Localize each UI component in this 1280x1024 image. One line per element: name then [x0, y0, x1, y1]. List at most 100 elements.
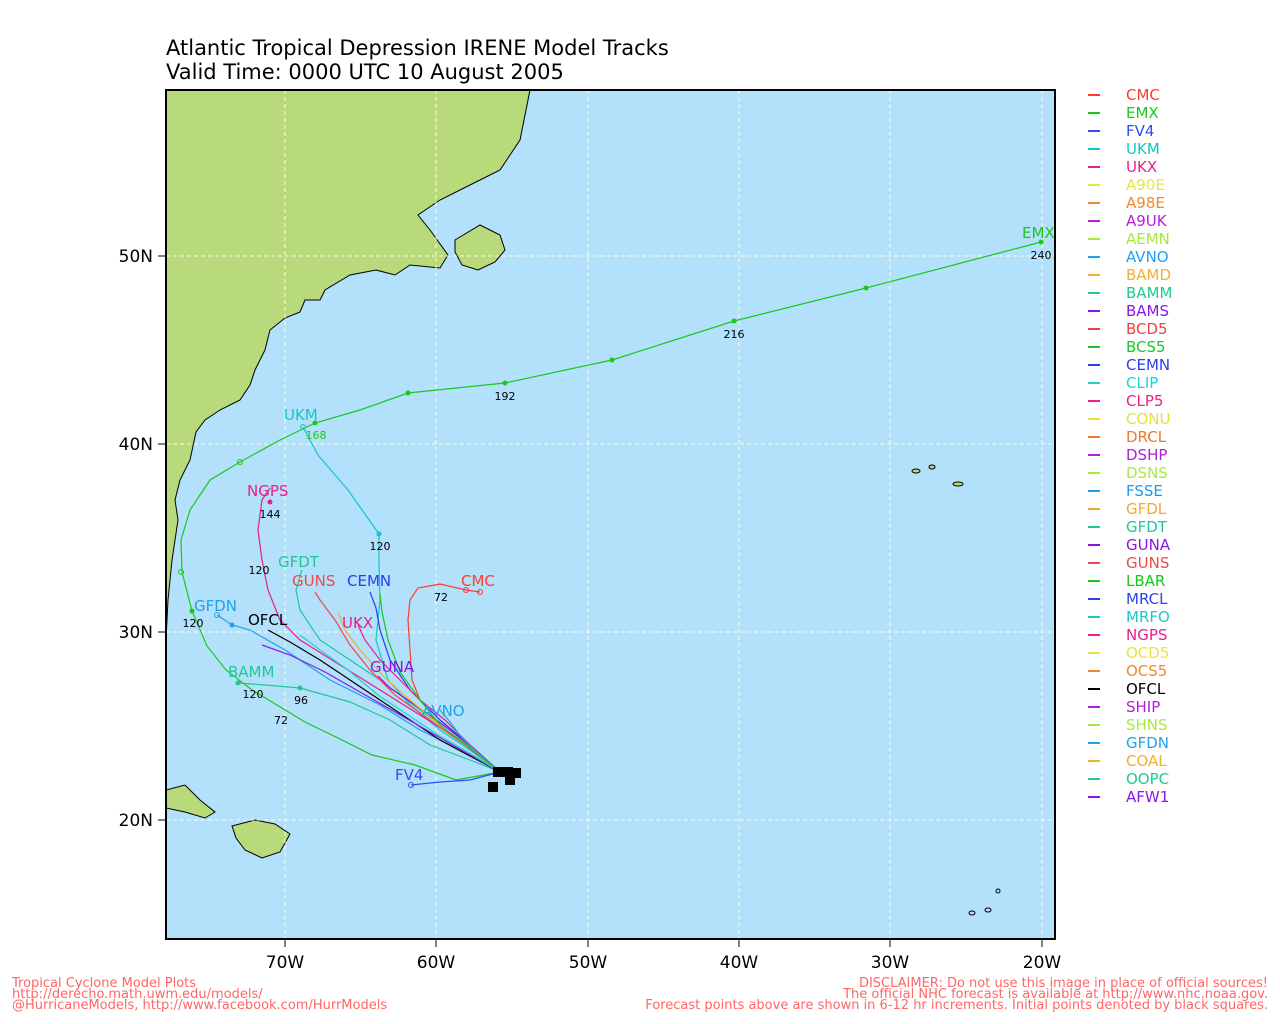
footer-right: DISCLAIMER: Do not use this image in pla… [645, 976, 1268, 1012]
track-bamm [237, 682, 501, 773]
legend-swatch [1088, 688, 1100, 690]
legend-item-a98e: A98E [1088, 194, 1172, 212]
model-tracks [180, 241, 1042, 786]
lon-label-30w: 30W [871, 953, 910, 973]
north-america-land [166, 90, 531, 641]
legend-swatch [1088, 184, 1100, 186]
legend-label: MRCL [1126, 590, 1168, 608]
track-label-bamm: BAMM [228, 663, 274, 681]
legend-item-guns: GUNS [1088, 554, 1172, 572]
hour-label: 72 [274, 714, 288, 727]
legend-item-ship: SHIP [1088, 698, 1172, 716]
legend-label: FSSE [1126, 482, 1163, 500]
legend-swatch [1088, 328, 1100, 330]
legend-swatch [1088, 670, 1100, 672]
legend-label: BCD5 [1126, 320, 1168, 338]
legend-item-clip: CLIP [1088, 374, 1172, 392]
legend-label: A90E [1126, 176, 1165, 194]
legend-swatch [1088, 130, 1100, 132]
track-clip [299, 634, 501, 773]
hour-label: 120 [370, 540, 391, 553]
lat-label-40n: 40N [119, 435, 153, 455]
legend-item-bamd: BAMD [1088, 266, 1172, 284]
track-label-avno: AVNO [422, 702, 465, 720]
legend-swatch [1088, 382, 1100, 384]
legend-swatch [1088, 616, 1100, 618]
legend-swatch [1088, 166, 1100, 168]
legend-swatch [1088, 148, 1100, 150]
legend-label: OOPC [1126, 770, 1170, 788]
legend-label: DSNS [1126, 464, 1168, 482]
legend-label: CMC [1126, 86, 1160, 104]
legend-label: CLP5 [1126, 392, 1164, 410]
legend-swatch [1088, 472, 1100, 474]
legend-label: A98E [1126, 194, 1165, 212]
legend-label: OCD5 [1126, 644, 1170, 662]
legend-swatch [1088, 652, 1100, 654]
legend-item-a9uk: A9UK [1088, 212, 1172, 230]
legend-item-guna: GUNA [1088, 536, 1172, 554]
legend-item-ocs5: OCS5 [1088, 662, 1172, 680]
valid-time: Valid Time: 0000 UTC 10 August 2005 [166, 60, 564, 84]
lat-label-30n: 30N [119, 623, 153, 643]
legend-swatch [1088, 526, 1100, 528]
legend-swatch [1088, 436, 1100, 438]
track-label-fv4: FV4 [395, 766, 423, 784]
legend-item-ngps: NGPS [1088, 626, 1172, 644]
azores-island [928, 464, 936, 470]
hour-label: 120 [249, 564, 270, 577]
track-bams [261, 644, 501, 773]
hour-label: 144 [260, 508, 281, 521]
track-label-guns: GUNS [292, 572, 335, 590]
legend-item-lbar: LBAR [1088, 572, 1172, 590]
legend-item-coal: COAL [1088, 752, 1172, 770]
hour-label: 120 [183, 617, 204, 630]
hour-label: 120 [243, 688, 264, 701]
legend-swatch [1088, 508, 1100, 510]
footer-site-title: Tropical Cyclone Model Plots [12, 976, 197, 991]
track-label-gfdt: GFDT [278, 553, 320, 571]
legend-label: OCS5 [1126, 662, 1168, 680]
legend-label: GFDL [1126, 500, 1167, 518]
legend-item-ocd5: OCD5 [1088, 644, 1172, 662]
legend-label: CLIP [1126, 374, 1159, 392]
legend-label: COAL [1126, 752, 1167, 770]
initial-position-squares [488, 767, 521, 792]
legend-item-gfdl: GFDL [1088, 500, 1172, 518]
track-label-ukx: UKX [342, 614, 373, 632]
legend-swatch [1088, 562, 1100, 564]
legend-item-shns: SHNS [1088, 716, 1172, 734]
lon-label-70w: 70W [266, 953, 305, 973]
legend-item-bams: BAMS [1088, 302, 1172, 320]
legend-label: BCS5 [1126, 338, 1166, 356]
legend-label: BAMM [1126, 284, 1173, 302]
track-label-ofcl: OFCL [248, 611, 288, 629]
legend-item-mrcl: MRCL [1088, 590, 1172, 608]
model-legend: CMC EMX FV4 UKM UKX A90E A98E A9UK AEMN AVNO BAMD B… [1088, 86, 1172, 806]
lon-label-40w: 40W [720, 953, 759, 973]
footer-disclaimer: DISCLAIMER: Do not use this image in pla… [858, 976, 1268, 991]
hispaniola-land [231, 819, 291, 859]
cape-verde-island [968, 910, 976, 916]
legend-item-drcl: DRCL [1088, 428, 1172, 446]
legend-item-conu: CONU [1088, 410, 1172, 428]
legend-item-aemn: AEMN [1088, 230, 1172, 248]
legend-label: AEMN [1126, 230, 1170, 248]
legend-swatch [1088, 400, 1100, 402]
forecast-points [178, 239, 1044, 788]
legend-swatch [1088, 220, 1100, 222]
legend-item-ukm: UKM [1088, 140, 1172, 158]
legend-item-dshp: DSHP [1088, 446, 1172, 464]
legend-item-cmc: CMC [1088, 86, 1172, 104]
map-title: Atlantic Tropical Depression IRENE Model… [166, 36, 669, 60]
legend-label: FV4 [1126, 122, 1155, 140]
legend-item-ukx: UKX [1088, 158, 1172, 176]
legend-swatch [1088, 202, 1100, 204]
legend-swatch [1088, 238, 1100, 240]
footer-social: @HurricaneModels, http://www.facebook.co… [12, 998, 388, 1013]
legend-label: AVNO [1126, 248, 1169, 266]
legend-swatch [1088, 724, 1100, 726]
legend-item-avno: AVNO [1088, 248, 1172, 266]
map-frame [165, 89, 1056, 940]
